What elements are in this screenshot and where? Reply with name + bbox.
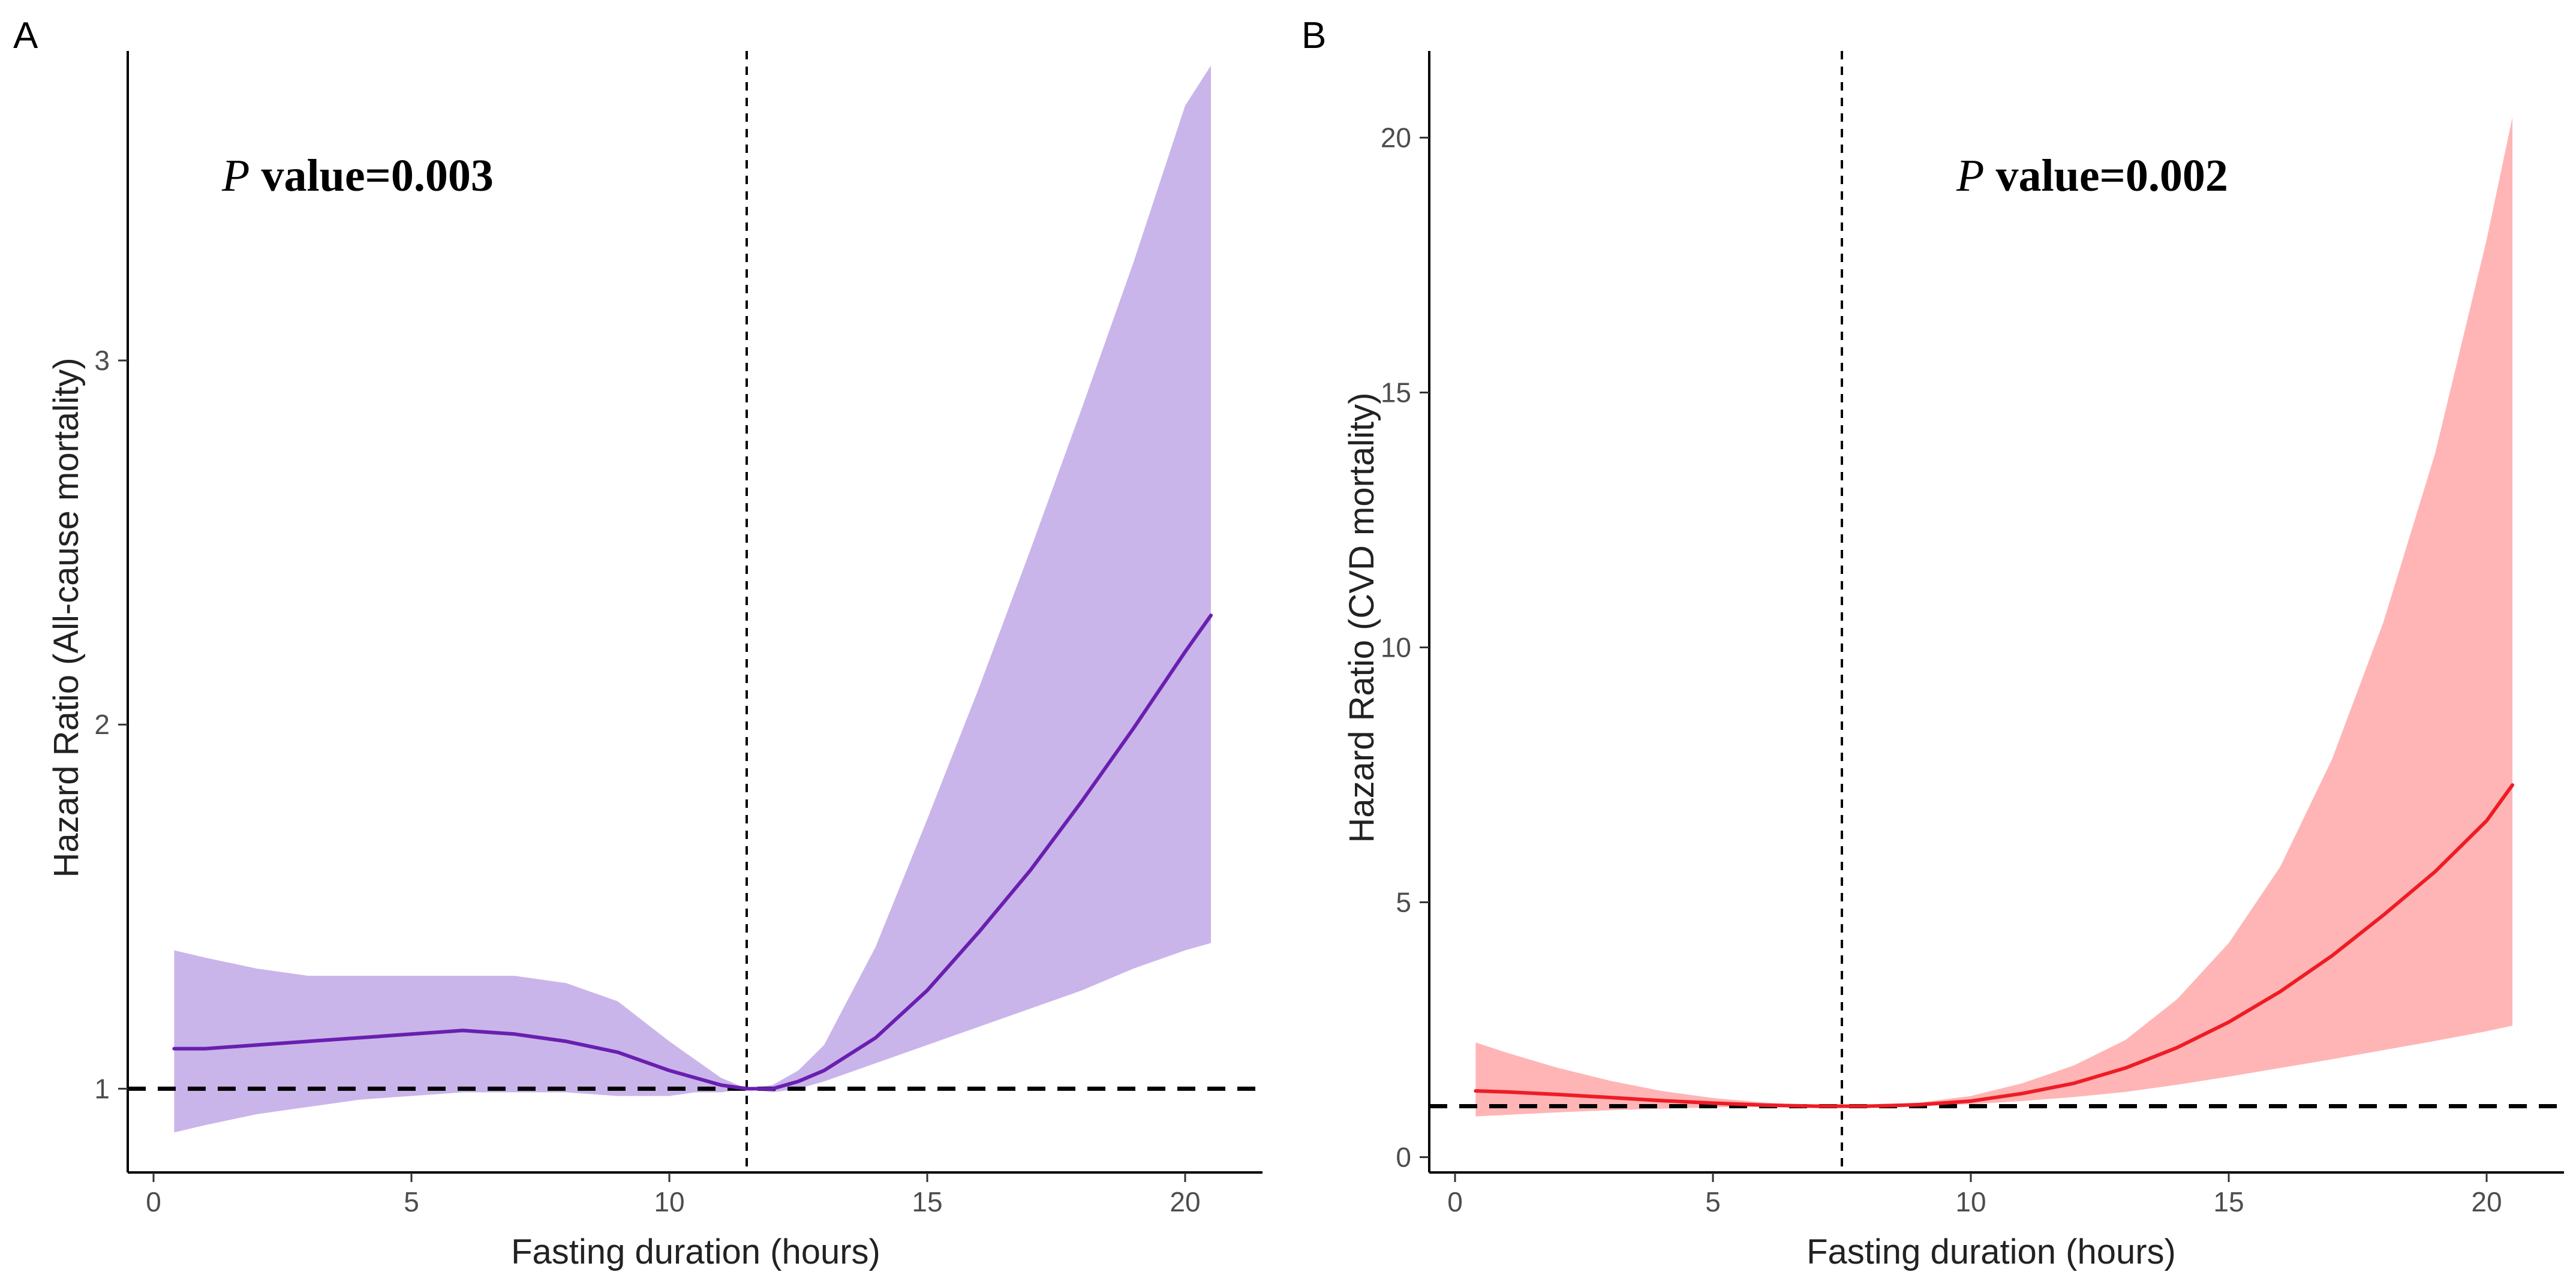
panel-a-x-ticks: 0 5 10 15 20 <box>146 1172 1201 1217</box>
panel-a-x-axis-title: Fasting duration (hours) <box>511 1232 880 1271</box>
ci-band-area <box>1475 117 2512 1117</box>
panel-a-p-value: P value=0.003 <box>221 151 494 201</box>
panel-b-p-value: P value=0.002 <box>1956 151 2228 201</box>
x-tick-label: 15 <box>2213 1186 2244 1217</box>
panel-b-hazard-line <box>1474 783 2514 1108</box>
panel-a: A 0 5 10 15 20 1 2 3 P value=0.003 Fasting dur… <box>13 15 1263 1271</box>
x-tick-label: 20 <box>1170 1186 1200 1217</box>
y-tick-label: 20 <box>1381 122 1411 154</box>
panel-a-reference-lines <box>128 51 1263 1172</box>
y-tick-label: 2 <box>94 709 110 740</box>
y-tick-label: 5 <box>1396 887 1411 918</box>
y-tick-label: 3 <box>94 345 110 376</box>
panel-b-reference-lines <box>1429 51 2564 1172</box>
panel-a-label: A <box>13 15 38 56</box>
panel-a-axes <box>127 51 1263 1174</box>
panel-a-y-axis-title: Hazard Ratio (All-cause mortality) <box>47 357 86 877</box>
y-tick-label: 15 <box>1381 377 1411 408</box>
x-tick-label: 10 <box>654 1186 684 1217</box>
ci-band-area <box>174 65 1211 1133</box>
x-tick-label: 0 <box>1447 1186 1463 1217</box>
y-tick-label: 1 <box>94 1073 110 1104</box>
panel-b-label: B <box>1301 15 1326 56</box>
panel-a-y-ticks: 1 2 3 <box>94 345 128 1104</box>
x-tick-label: 15 <box>912 1186 942 1217</box>
x-tick-label: 0 <box>146 1186 161 1217</box>
hazard-ratio-line <box>1474 783 2514 1108</box>
panel-b: B 0 5 10 15 20 0 5 10 15 20 P value=0.002 Fastin… <box>1301 15 2564 1271</box>
hazard-ratio-line <box>172 614 1213 1091</box>
panel-b-axes <box>1428 51 2564 1174</box>
x-tick-label: 5 <box>1705 1186 1721 1217</box>
x-tick-label: 10 <box>1955 1186 1986 1217</box>
x-tick-label: 20 <box>2471 1186 2502 1217</box>
x-tick-label: 5 <box>404 1186 419 1217</box>
panel-b-y-axis-title: Hazard Ratio (CVD mortality) <box>1342 393 1381 843</box>
y-tick-label: 0 <box>1396 1142 1411 1173</box>
panel-a-ci-band <box>174 65 1211 1133</box>
panel-b-x-ticks: 0 5 10 15 20 <box>1447 1172 2502 1217</box>
y-tick-label: 10 <box>1381 632 1411 663</box>
panel-b-ci-band <box>1475 117 2512 1117</box>
panel-b-x-axis-title: Fasting duration (hours) <box>1806 1232 2176 1271</box>
panel-b-y-ticks: 0 5 10 15 20 <box>1381 122 1429 1173</box>
panel-a-hazard-line <box>172 614 1213 1091</box>
